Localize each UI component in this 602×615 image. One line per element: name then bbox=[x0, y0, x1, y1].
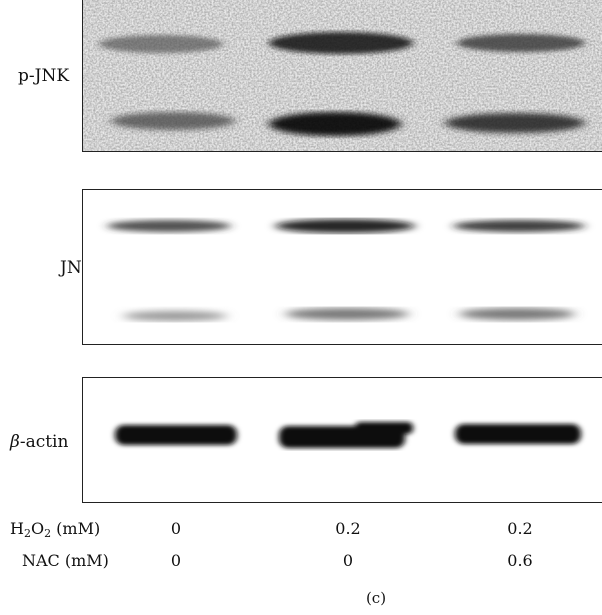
nac-value-lane1: 0 bbox=[170, 551, 182, 570]
h2o2-value-lane1: 0 bbox=[170, 519, 182, 538]
actin-text: -actin bbox=[19, 432, 69, 452]
pjnk-band-lane2-lower bbox=[269, 112, 401, 136]
blot-panel-pjnk bbox=[82, 0, 602, 152]
actin-band-lane2-shoulder bbox=[355, 422, 413, 434]
jnk-band-lane1-lower bbox=[123, 311, 227, 321]
blot-label-pjnk: p-JNK bbox=[18, 66, 70, 86]
jnk-band-lane3-upper bbox=[453, 220, 585, 232]
actin-band-lane1 bbox=[115, 425, 237, 445]
jnk-band-lane3-lower bbox=[459, 308, 575, 320]
blot-panel-jnk bbox=[82, 189, 602, 345]
blot-panel-beta-actin bbox=[82, 377, 602, 503]
pjnk-band-lane1-upper bbox=[99, 35, 223, 53]
beta-symbol: β bbox=[10, 432, 20, 452]
pjnk-band-lane2-upper bbox=[269, 32, 413, 54]
h2o2-value-lane3: 0.2 bbox=[507, 519, 533, 538]
jnk-band-lane2-lower bbox=[285, 308, 409, 320]
pjnk-band-lane3-upper bbox=[457, 34, 585, 52]
actin-band-lane3 bbox=[455, 424, 581, 444]
condition-label-h2o2: H2O2 (mM) bbox=[10, 519, 101, 540]
pjnk-band-lane1-lower bbox=[111, 112, 235, 130]
figure-panel-letter: (c) bbox=[365, 589, 387, 607]
condition-label-nac: NAC (mM) bbox=[22, 551, 109, 570]
jnk-band-lane2-upper bbox=[275, 219, 415, 233]
jnk-band-lane1-upper bbox=[107, 220, 231, 232]
pjnk-band-lane3-lower bbox=[445, 113, 585, 133]
blot-label-beta-actin: β-actin bbox=[10, 432, 68, 452]
nac-value-lane2: 0 bbox=[342, 551, 354, 570]
nac-value-lane3: 0.6 bbox=[507, 551, 533, 570]
h2o2-value-lane2: 0.2 bbox=[335, 519, 361, 538]
